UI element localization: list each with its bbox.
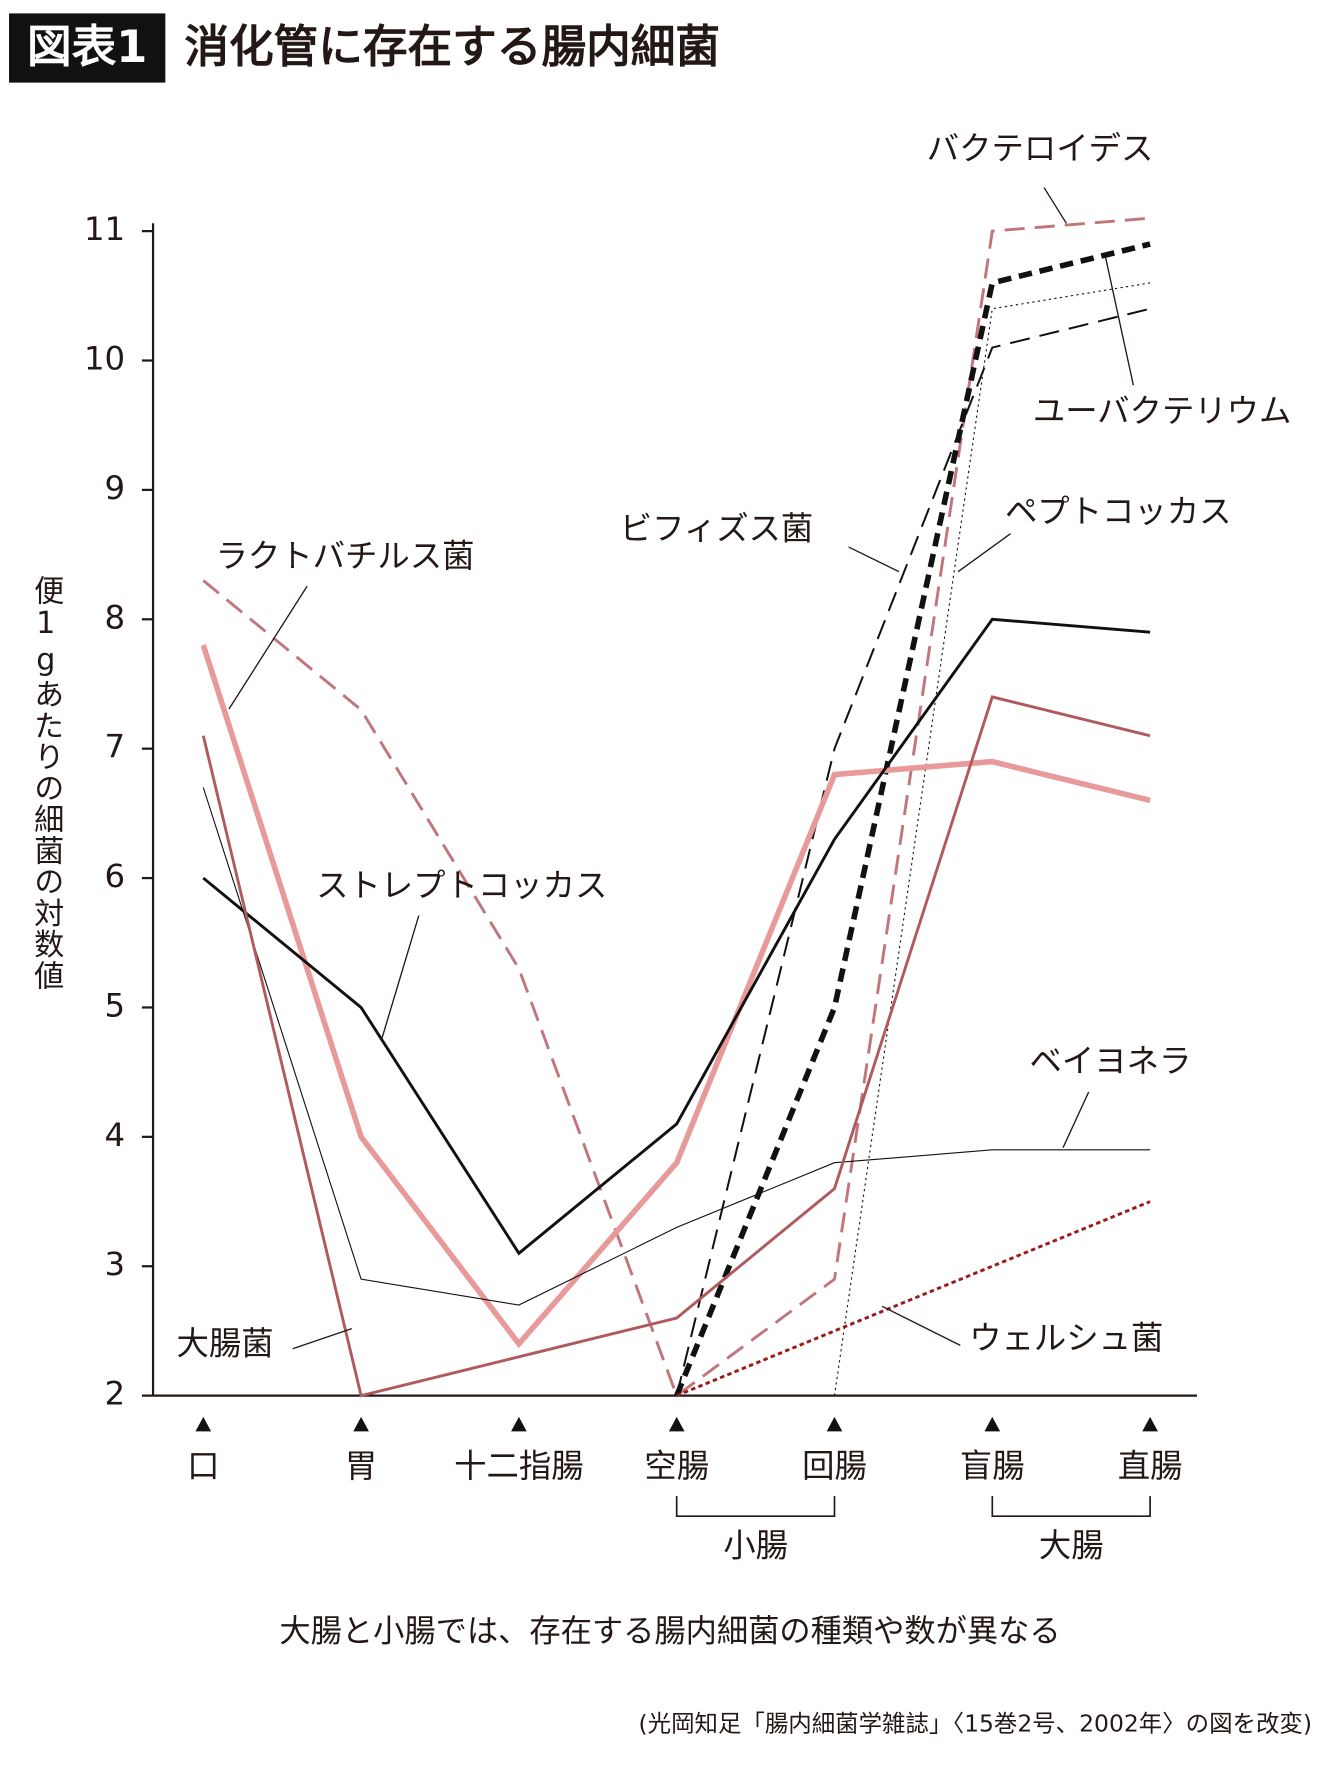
x-tick-label: 盲腸 xyxy=(960,1447,1025,1485)
category-marker xyxy=(511,1416,527,1432)
series-label: ラクトバチルス菌 xyxy=(216,537,475,575)
category-marker xyxy=(826,1416,843,1432)
series-line xyxy=(200,644,1151,1349)
y-tick-label: 3 xyxy=(105,1245,126,1283)
x-tick-label: 口 xyxy=(187,1447,219,1485)
series-label: ユーバクテリウム xyxy=(1033,392,1292,430)
leader-line xyxy=(1043,187,1067,224)
group-label: 大腸 xyxy=(1039,1526,1104,1564)
series-line xyxy=(202,617,1151,1256)
group-label: 小腸 xyxy=(723,1526,788,1564)
series-label: ベイヨネラ xyxy=(1030,1042,1192,1080)
leader-line xyxy=(1062,1091,1090,1149)
x-tick-label: 胃 xyxy=(345,1447,377,1485)
category-marker xyxy=(668,1416,685,1432)
series-line xyxy=(675,307,1151,1396)
caption: 大腸と小腸では、存在する腸内細菌の種類や数が異なる xyxy=(279,1613,1060,1649)
series-line xyxy=(676,1200,1151,1397)
category-marker xyxy=(353,1416,369,1432)
leader-line xyxy=(1104,256,1135,386)
x-tick-label: 回腸 xyxy=(802,1447,867,1485)
category-marker xyxy=(195,1416,212,1432)
series-label: ストレプトコッカス xyxy=(316,867,607,905)
leader-line xyxy=(292,1327,353,1350)
series-line xyxy=(201,695,1151,1398)
leader-line xyxy=(881,1305,961,1346)
source-note: (光岡知足「腸内細菌学雑誌」〈15巻2号、2002年〉の図を改変) xyxy=(639,1709,1312,1737)
series-label: 大腸菌 xyxy=(177,1324,274,1362)
leader-line xyxy=(228,585,308,710)
y-tick-label: 2 xyxy=(105,1375,126,1413)
y-tick-label: 6 xyxy=(105,857,126,895)
y-tick-label: 11 xyxy=(84,210,125,248)
leader-line xyxy=(381,915,420,1039)
figure-label: 図表1 xyxy=(27,21,147,73)
series-line xyxy=(202,216,1151,1398)
y-axis-label: 便1gあたりの細菌の対数値 xyxy=(28,575,64,991)
series-line xyxy=(833,282,1151,1396)
group-bracket xyxy=(991,1496,1151,1518)
series-label: ペプトコッカス xyxy=(1005,493,1232,531)
y-tick-label: 7 xyxy=(105,728,126,766)
series-line xyxy=(202,787,1151,1306)
y-tick-label: 10 xyxy=(84,340,125,378)
series-line xyxy=(674,241,1151,1397)
leader-line xyxy=(848,546,900,573)
leader-line xyxy=(957,533,1011,573)
series-label: ウェルシュ菌 xyxy=(969,1319,1163,1357)
group-bracket xyxy=(675,1496,836,1518)
x-tick-label: 十二指腸 xyxy=(454,1447,583,1485)
category-marker xyxy=(1142,1416,1158,1432)
y-tick-label: 5 xyxy=(105,986,126,1024)
y-tick-label: 4 xyxy=(105,1116,126,1154)
y-tick-label: 8 xyxy=(105,598,126,636)
series-label: バクテロイデス xyxy=(927,130,1154,168)
series-label: ビフィズス菌 xyxy=(620,509,814,547)
x-tick-label: 空腸 xyxy=(644,1447,709,1485)
category-marker xyxy=(984,1416,1001,1432)
y-tick-label: 9 xyxy=(105,469,126,507)
x-tick-label: 直腸 xyxy=(1118,1447,1183,1485)
label-badge xyxy=(9,13,166,83)
chart-title: 消化管に存在する腸内細菌 xyxy=(184,21,720,73)
